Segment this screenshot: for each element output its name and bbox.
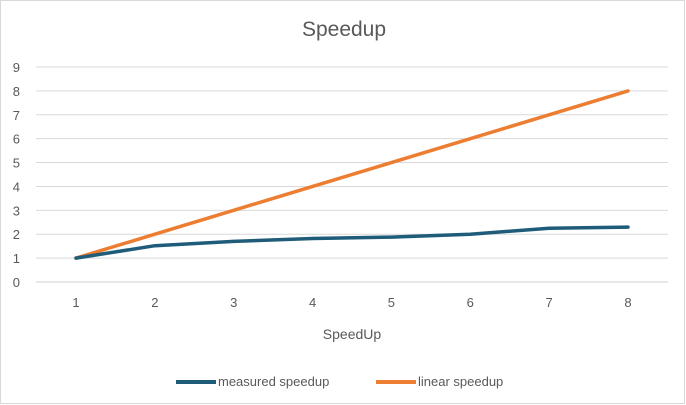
legend-label-linear-speedup: linear speedup	[418, 374, 503, 389]
gridlines	[36, 66, 668, 283]
y-tick-label: 8	[13, 84, 20, 99]
x-tick-label: 3	[230, 295, 237, 310]
legend: measured speedup linear speedup	[176, 374, 503, 389]
y-tick-label: 0	[13, 275, 20, 290]
series-lines	[74, 89, 630, 260]
x-tick-label: 5	[388, 295, 395, 310]
y-tick-label: 1	[13, 251, 20, 266]
y-tick-label: 5	[13, 156, 20, 171]
x-tick-label: 4	[309, 295, 316, 310]
series-line-linear-speedup	[74, 89, 630, 260]
chart-title: Speedup	[302, 18, 386, 41]
y-tick-label: 7	[13, 108, 20, 123]
y-tick-label: 4	[13, 179, 20, 194]
x-axis-ticks: 1 2 3 4 5 6 7 8	[72, 295, 631, 310]
y-tick-label: 2	[13, 227, 20, 242]
legend-label-measured-speedup: measured speedup	[218, 374, 329, 389]
x-tick-label: 8	[624, 295, 631, 310]
y-tick-label: 9	[13, 60, 20, 75]
y-tick-label: 3	[13, 203, 20, 218]
y-tick-label: 6	[13, 132, 20, 147]
x-tick-label: 7	[546, 295, 553, 310]
x-tick-label: 6	[467, 295, 474, 310]
x-axis-title: SpeedUp	[323, 326, 382, 342]
y-axis-ticks: 0 1 2 3 4 5 6 7 8 9	[13, 60, 20, 290]
x-tick-label: 2	[151, 295, 158, 310]
x-tick-label: 1	[72, 295, 79, 310]
series-line-measured-speedup	[74, 225, 630, 260]
